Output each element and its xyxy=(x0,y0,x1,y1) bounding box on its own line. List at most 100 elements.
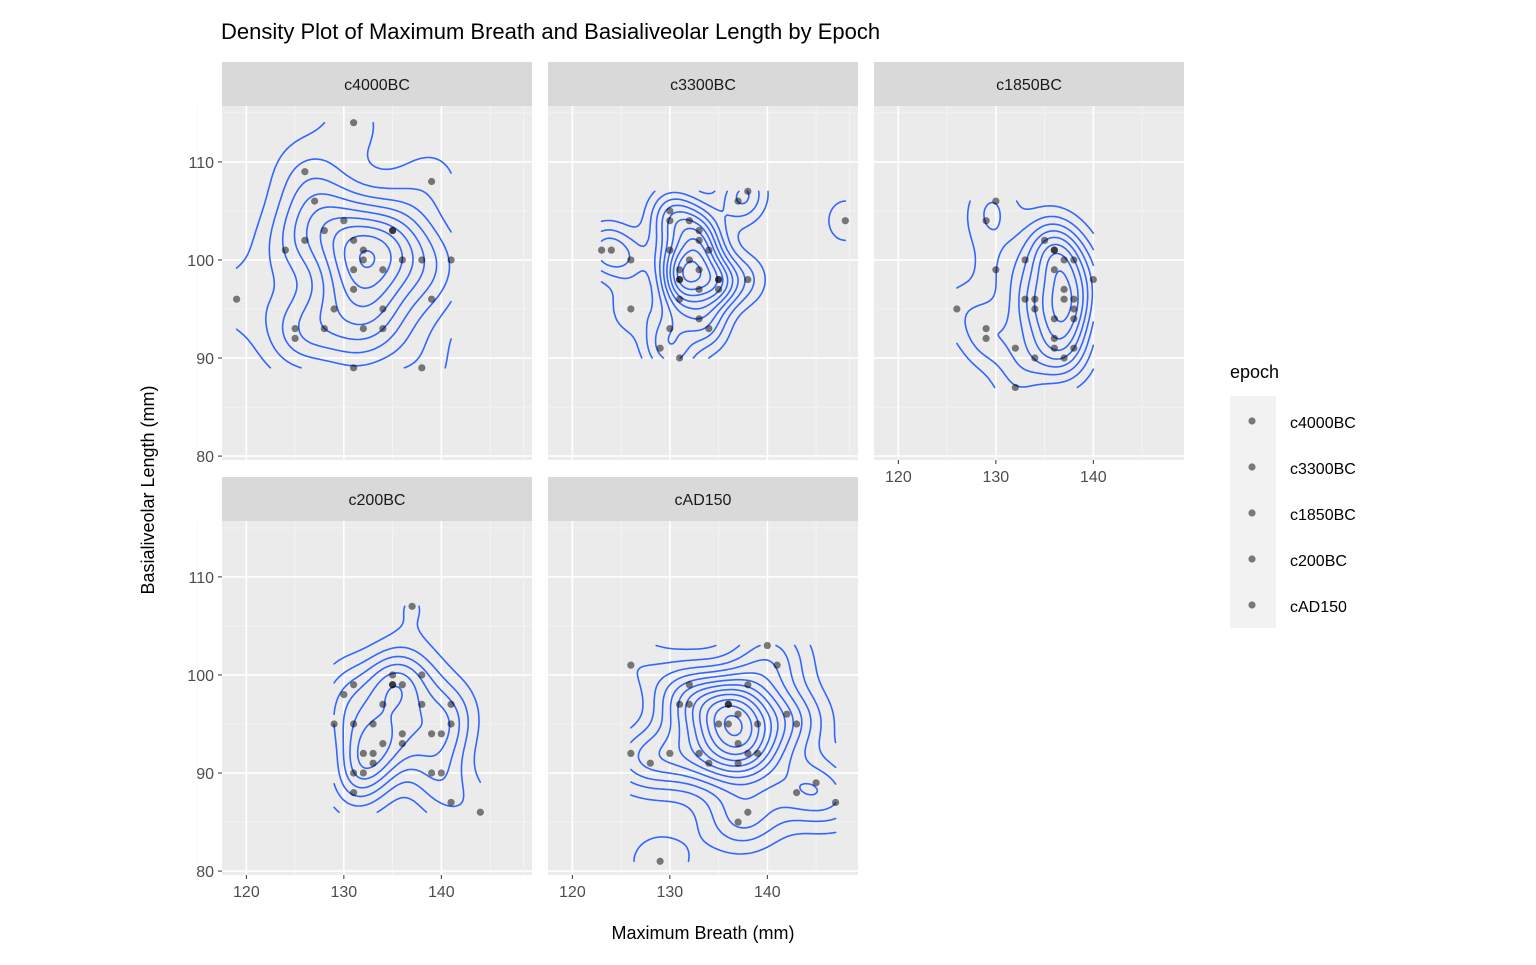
legend-label: cAD150 xyxy=(1290,599,1347,616)
facet-panel-cAD150: cAD150 120 130 140 xyxy=(523,477,858,901)
density-contour xyxy=(659,204,739,345)
data-point xyxy=(418,364,426,372)
data-point xyxy=(705,246,713,254)
data-point xyxy=(831,798,840,807)
data-point xyxy=(992,197,1000,205)
density-contour xyxy=(600,190,760,359)
data-point xyxy=(427,177,436,186)
density-contour xyxy=(997,223,1095,376)
data-point xyxy=(685,681,693,689)
legend-label: c3300BC xyxy=(1290,461,1356,478)
data-point xyxy=(427,295,436,303)
data-point xyxy=(792,789,801,797)
y-tick-label: 110 xyxy=(188,570,214,587)
data-point xyxy=(1070,295,1078,303)
data-point xyxy=(447,256,455,264)
data-point xyxy=(1021,295,1029,303)
data-point xyxy=(1031,354,1039,362)
data-point xyxy=(1050,246,1058,254)
data-point xyxy=(744,187,752,195)
y-tick-label: 110 xyxy=(188,155,214,172)
data-point xyxy=(359,256,367,264)
x-tick-label: 120 xyxy=(885,469,912,486)
x-tick-label: 120 xyxy=(559,884,586,901)
data-point xyxy=(695,226,703,235)
data-point xyxy=(753,749,762,758)
data-point xyxy=(388,226,397,235)
y-tick-label: 80 xyxy=(196,864,214,881)
data-point xyxy=(1070,305,1078,313)
data-point xyxy=(350,266,358,274)
y-tick-label: 90 xyxy=(196,766,214,783)
data-point xyxy=(340,690,348,699)
data-point xyxy=(350,789,358,797)
data-point xyxy=(695,285,703,293)
data-point xyxy=(656,857,664,865)
facet-panel-c3300BC: c3300BC xyxy=(523,62,858,460)
data-point xyxy=(676,266,684,274)
density-contour xyxy=(1051,270,1073,323)
data-point xyxy=(666,246,674,254)
data-point xyxy=(783,710,791,718)
data-point xyxy=(734,710,742,718)
data-point xyxy=(841,217,849,225)
data-point xyxy=(676,354,684,362)
y-tick-label: 100 xyxy=(187,668,214,685)
density-contour xyxy=(662,211,734,320)
chart-title: Density Plot of Maximum Breath and Basia… xyxy=(221,19,880,44)
data-point xyxy=(627,749,635,758)
data-point xyxy=(398,681,406,689)
legend-key-cAD150 xyxy=(1248,601,1256,609)
facet-panel-c200BC: c200BC 80 90 100 110 120 130 140 xyxy=(187,477,532,901)
data-point xyxy=(734,818,742,826)
data-point xyxy=(388,681,397,689)
density-contour xyxy=(235,121,452,369)
data-point xyxy=(359,749,367,758)
facet-strip xyxy=(222,62,532,106)
legend-key-c3300BC xyxy=(1248,463,1256,471)
data-point xyxy=(607,246,615,254)
panel-background xyxy=(548,521,858,875)
data-point xyxy=(685,217,693,225)
data-point xyxy=(744,275,752,284)
legend: epoch c4000BC c3300BC c1850BC c200BC cAD150 xyxy=(1230,362,1356,628)
data-point xyxy=(1060,295,1068,303)
facet-strip-label: c1850BC xyxy=(996,77,1062,94)
data-point xyxy=(359,246,367,254)
data-point xyxy=(418,256,426,264)
data-point xyxy=(953,305,961,313)
data-point xyxy=(705,324,713,333)
data-point xyxy=(1011,344,1019,352)
data-point xyxy=(398,256,406,264)
data-point xyxy=(627,256,635,264)
data-point xyxy=(666,207,674,215)
legend-title: epoch xyxy=(1230,362,1279,382)
data-point xyxy=(379,305,387,313)
data-point xyxy=(350,720,358,728)
data-point xyxy=(1070,344,1078,352)
data-point xyxy=(350,119,358,127)
data-point xyxy=(379,266,387,274)
density-contour xyxy=(630,644,837,829)
data-point xyxy=(418,671,426,679)
data-point xyxy=(301,236,309,244)
data-point xyxy=(744,808,752,816)
data-point xyxy=(1050,266,1058,274)
panel-background xyxy=(548,106,858,460)
data-point xyxy=(1060,256,1068,264)
data-point xyxy=(369,749,377,758)
data-point xyxy=(734,197,742,205)
data-point xyxy=(379,739,387,748)
data-point xyxy=(1031,295,1039,303)
legend-key-c1850BC xyxy=(1248,509,1256,517)
data-point xyxy=(627,305,635,313)
data-point xyxy=(666,749,674,758)
data-point xyxy=(646,759,654,767)
data-point xyxy=(320,226,328,235)
data-point xyxy=(982,324,990,333)
data-point xyxy=(734,759,742,767)
data-point xyxy=(427,730,436,738)
x-tick-label: 130 xyxy=(331,884,358,901)
y-tick-label: 90 xyxy=(196,351,214,368)
